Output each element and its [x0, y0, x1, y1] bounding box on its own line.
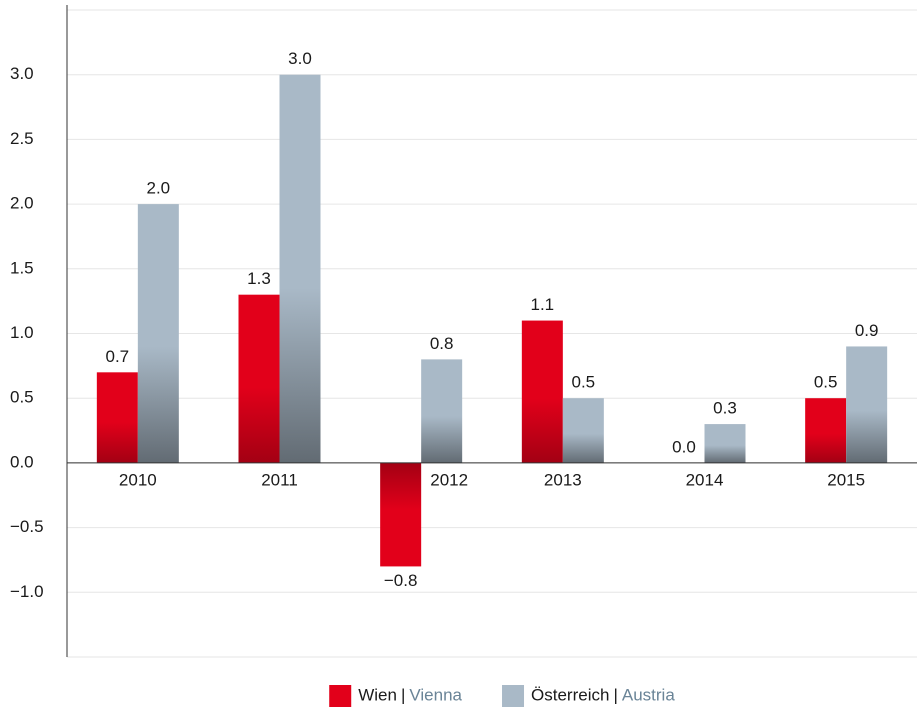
- value-label: 0.5: [814, 373, 838, 392]
- bar: [421, 359, 463, 463]
- x-tick-label: 2013: [544, 470, 582, 489]
- y-tick-label: 0.5: [10, 388, 34, 407]
- bar: [521, 320, 563, 463]
- bar: [805, 398, 847, 463]
- y-tick-label: 0.0: [10, 452, 34, 471]
- y-tick-label: 3.0: [10, 64, 34, 83]
- legend-swatch: [502, 685, 525, 707]
- value-label: 3.0: [288, 49, 312, 68]
- bar: [279, 74, 321, 463]
- legend-label-en: Austria: [622, 685, 675, 704]
- value-label: 2.0: [147, 179, 171, 198]
- x-tick-label: 2010: [119, 470, 157, 489]
- legend-label: Österreich: [531, 685, 609, 704]
- bar: [704, 424, 746, 463]
- y-tick-label: 1.5: [10, 258, 34, 277]
- y-tick-label: 1.0: [10, 323, 34, 342]
- x-tick-label: 2012: [430, 470, 468, 489]
- x-tick-label: 2011: [261, 470, 298, 489]
- value-label: 0.0: [672, 437, 696, 456]
- legend-label: Wien: [358, 685, 397, 704]
- legend-label-en: Vienna: [409, 685, 462, 704]
- value-label: 0.8: [430, 334, 454, 353]
- bar: [846, 346, 888, 463]
- bar: [137, 204, 179, 463]
- legend-swatch: [329, 685, 352, 707]
- bar: [562, 398, 604, 463]
- value-label: 0.9: [855, 321, 879, 340]
- value-label: −0.8: [384, 571, 418, 590]
- value-label: 1.3: [247, 269, 271, 288]
- bar: [238, 294, 280, 463]
- bar: [96, 372, 138, 463]
- legend-separator: |: [613, 685, 617, 704]
- legend: Wien | Vienna Österreich | Austria: [329, 685, 675, 707]
- value-label: 0.5: [572, 373, 596, 392]
- value-label: 0.3: [713, 399, 737, 418]
- x-tick-label: 2014: [686, 470, 724, 489]
- y-tick-label: −0.5: [10, 517, 44, 536]
- y-tick-label: −1.0: [10, 582, 44, 601]
- bar: [380, 462, 422, 567]
- x-tick-label: 2015: [827, 470, 865, 489]
- value-label: 1.1: [531, 295, 555, 314]
- value-label: 0.7: [106, 347, 130, 366]
- y-tick-label: 2.5: [10, 129, 34, 148]
- legend-separator: |: [401, 685, 405, 704]
- y-tick-label: 2.0: [10, 194, 34, 213]
